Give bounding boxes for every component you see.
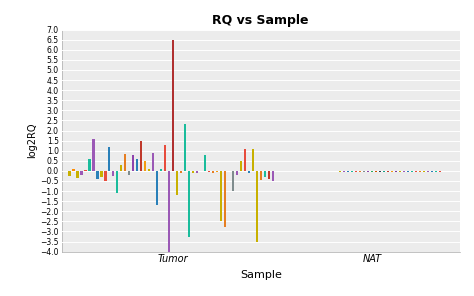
- Bar: [88, 159, 91, 171]
- Bar: [164, 145, 166, 171]
- Bar: [232, 171, 234, 191]
- Bar: [208, 171, 210, 172]
- Bar: [363, 171, 365, 172]
- Bar: [407, 171, 409, 172]
- Bar: [367, 171, 369, 172]
- Bar: [399, 171, 401, 172]
- X-axis label: Sample: Sample: [240, 270, 282, 280]
- Bar: [81, 171, 82, 175]
- Bar: [108, 147, 110, 171]
- Bar: [371, 171, 374, 172]
- Bar: [176, 171, 178, 195]
- Bar: [435, 171, 437, 172]
- Bar: [247, 171, 250, 173]
- Bar: [144, 161, 146, 171]
- Bar: [196, 171, 198, 173]
- Bar: [415, 171, 417, 172]
- Bar: [379, 171, 381, 172]
- Bar: [136, 159, 138, 171]
- Bar: [116, 171, 118, 193]
- Bar: [73, 169, 75, 171]
- Bar: [403, 171, 405, 172]
- Bar: [120, 165, 122, 171]
- Bar: [419, 171, 421, 172]
- Bar: [168, 171, 170, 252]
- Bar: [112, 171, 115, 176]
- Bar: [124, 154, 127, 171]
- Bar: [204, 155, 206, 171]
- Bar: [255, 171, 258, 242]
- Bar: [156, 171, 158, 205]
- Bar: [411, 171, 413, 172]
- Bar: [272, 171, 274, 181]
- Bar: [347, 171, 349, 172]
- Bar: [264, 171, 266, 177]
- Bar: [188, 171, 190, 237]
- Bar: [224, 171, 226, 227]
- Bar: [132, 155, 135, 171]
- Bar: [423, 171, 425, 172]
- Bar: [252, 149, 254, 171]
- Bar: [92, 139, 95, 171]
- Bar: [212, 171, 214, 173]
- Bar: [96, 171, 99, 179]
- Bar: [267, 171, 270, 179]
- Bar: [391, 171, 393, 172]
- Bar: [76, 171, 79, 178]
- Y-axis label: log2RQ: log2RQ: [27, 123, 37, 158]
- Bar: [216, 171, 218, 172]
- Bar: [68, 171, 71, 176]
- Bar: [184, 124, 186, 171]
- Bar: [343, 171, 346, 172]
- Bar: [427, 171, 429, 172]
- Bar: [152, 153, 155, 171]
- Bar: [84, 170, 87, 171]
- Bar: [439, 171, 441, 172]
- Bar: [160, 169, 162, 171]
- Bar: [260, 171, 262, 180]
- Bar: [236, 171, 238, 175]
- Bar: [220, 171, 222, 221]
- Bar: [240, 161, 242, 171]
- Bar: [387, 171, 389, 172]
- Bar: [140, 141, 142, 171]
- Bar: [244, 149, 246, 171]
- Bar: [104, 171, 107, 181]
- Bar: [351, 171, 354, 172]
- Bar: [180, 171, 182, 173]
- Bar: [375, 171, 377, 172]
- Bar: [431, 171, 433, 172]
- Bar: [355, 171, 357, 172]
- Bar: [339, 171, 341, 172]
- Bar: [359, 171, 361, 172]
- Bar: [148, 169, 150, 171]
- Bar: [383, 171, 385, 172]
- Bar: [128, 171, 130, 175]
- Bar: [192, 171, 194, 173]
- Bar: [395, 171, 397, 172]
- Bar: [172, 40, 174, 171]
- Bar: [100, 171, 102, 177]
- Title: RQ vs Sample: RQ vs Sample: [212, 14, 309, 27]
